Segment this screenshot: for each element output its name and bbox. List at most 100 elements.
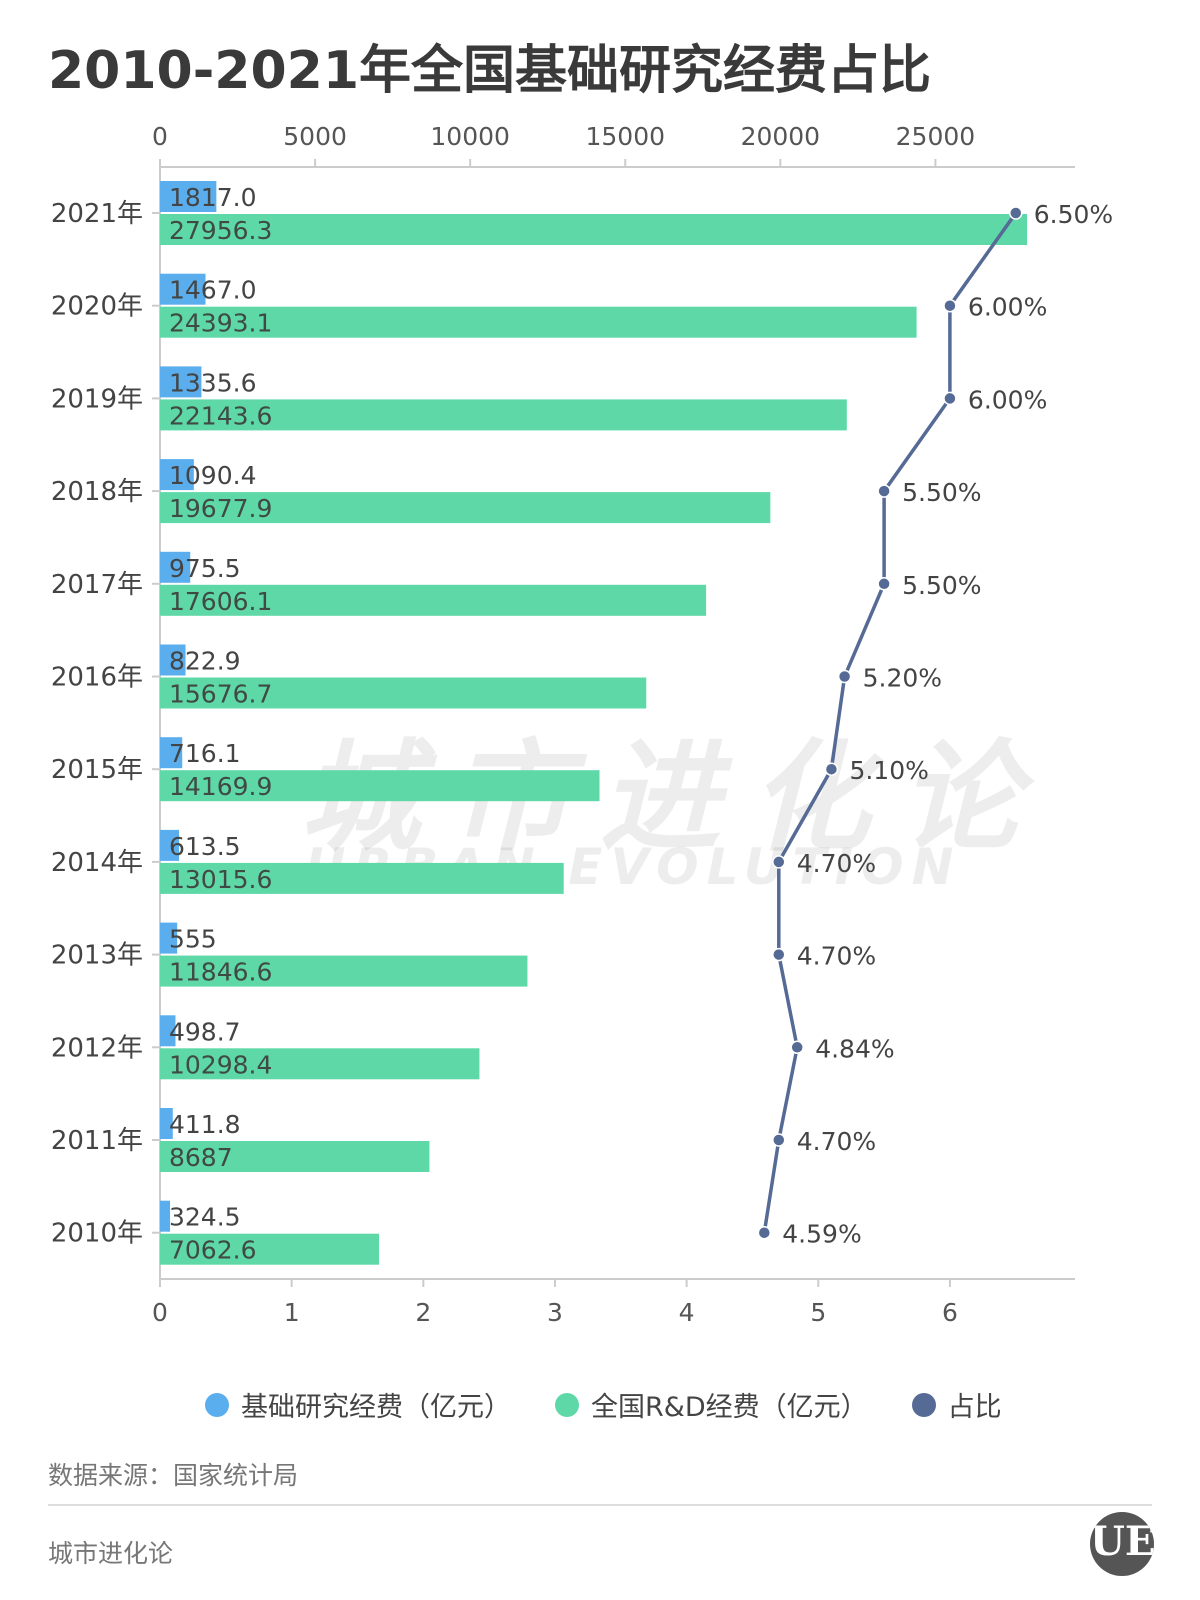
bar-rd-total-0 bbox=[160, 214, 1028, 245]
bar-rd-total-5 bbox=[160, 677, 647, 709]
bar-rd-total-8 bbox=[160, 955, 528, 987]
category-label-6: 2015年 bbox=[51, 755, 143, 785]
bar-rd-total-label-4: 17606.1 bbox=[169, 587, 272, 616]
bar-basic-research-label-4: 975.5 bbox=[169, 554, 241, 583]
ratio-label-11: 4.59% bbox=[782, 1220, 861, 1249]
ratio-label-4: 5.50% bbox=[902, 571, 981, 600]
bar-basic-research-label-3: 1090.4 bbox=[169, 461, 256, 490]
category-label-8: 2013年 bbox=[51, 941, 143, 971]
ratio-label-2: 6.00% bbox=[968, 385, 1047, 414]
ratio-label-7: 4.70% bbox=[797, 849, 876, 878]
bottom-axis-tick-label-6: 6 bbox=[942, 1298, 958, 1327]
data-source-note: 数据来源：国家统计局 bbox=[48, 1461, 299, 1490]
bar-basic-research-3 bbox=[160, 459, 194, 491]
category-label-2: 2019年 bbox=[51, 384, 143, 414]
bar-rd-total-9 bbox=[160, 1048, 480, 1080]
bar-rd-total-1 bbox=[160, 306, 917, 338]
bar-rd-total-6 bbox=[160, 770, 600, 802]
ratio-point-0 bbox=[1009, 206, 1023, 220]
bar-rd-total-label-3: 19677.9 bbox=[169, 494, 272, 523]
bar-basic-research-label-8: 555 bbox=[169, 925, 217, 954]
legend-item-ratio[interactable]: 占比 bbox=[911, 1385, 1002, 1424]
ratio-point-1 bbox=[943, 298, 957, 313]
category-label-9: 2012年 bbox=[51, 1033, 143, 1063]
bar-basic-research-label-0: 1817.0 bbox=[169, 183, 256, 212]
category-label-10: 2011年 bbox=[51, 1126, 143, 1156]
bar-basic-research-7 bbox=[160, 829, 180, 861]
category-label-11: 2010年 bbox=[51, 1219, 143, 1249]
bottom-axis-tick-label-3: 3 bbox=[547, 1298, 563, 1327]
brand-name: 城市进化论 bbox=[48, 1539, 174, 1568]
category-label-0: 2021年 bbox=[51, 199, 143, 229]
bottom-axis-tick-label-0: 0 bbox=[152, 1298, 168, 1327]
bar-basic-research-label-9: 498.7 bbox=[169, 1017, 241, 1046]
legend-item-rd-total[interactable]: 全国R&D经费（亿元） bbox=[555, 1385, 868, 1424]
ratio-label-9: 4.84% bbox=[815, 1034, 894, 1063]
bar-basic-research-1 bbox=[160, 273, 206, 305]
top-axis-tick-label-4: 20000 bbox=[741, 122, 821, 151]
bar-rd-total-label-1: 24393.1 bbox=[169, 309, 272, 338]
bar-basic-research-label-7: 613.5 bbox=[169, 832, 241, 861]
bar-basic-research-label-6: 716.1 bbox=[169, 739, 241, 768]
bar-basic-research-5 bbox=[160, 644, 186, 676]
bar-rd-total-11 bbox=[160, 1233, 380, 1265]
ratio-label-10: 4.70% bbox=[797, 1127, 876, 1156]
legend-swatch-basic-research bbox=[205, 1392, 229, 1417]
ratio-point-6 bbox=[824, 762, 839, 776]
legend-label-ratio: 占比 bbox=[947, 1392, 1002, 1423]
top-axis-tick-label-0: 0 bbox=[152, 122, 168, 151]
ratio-point-2 bbox=[943, 391, 957, 406]
footer-divider bbox=[48, 1504, 1152, 1506]
bottom-axis-tick-label-4: 4 bbox=[679, 1298, 695, 1327]
bar-basic-research-9 bbox=[160, 1015, 176, 1047]
ratio-point-11 bbox=[757, 1225, 772, 1240]
chart-title: 2010-2021年全国基础研究经费占比 bbox=[48, 41, 932, 101]
ratio-point-9 bbox=[790, 1040, 804, 1055]
bottom-axis-tick-label-1: 1 bbox=[284, 1298, 300, 1327]
legend-label-rd-total: 全国R&D经费（亿元） bbox=[591, 1392, 868, 1423]
ratio-label-6: 5.10% bbox=[849, 756, 928, 785]
category-label-5: 2016年 bbox=[51, 663, 143, 693]
bar-rd-total-label-11: 7062.6 bbox=[169, 1236, 256, 1265]
brand-logo-letters: UE bbox=[1090, 1518, 1154, 1565]
bar-rd-total-10 bbox=[160, 1141, 430, 1172]
ratio-label-8: 4.70% bbox=[797, 942, 876, 971]
bar-basic-research-0 bbox=[160, 181, 217, 212]
top-axis-tick-label-1: 5000 bbox=[283, 122, 347, 151]
ratio-point-10 bbox=[772, 1133, 786, 1147]
bar-basic-research-label-11: 324.5 bbox=[169, 1203, 241, 1232]
bottom-axis-tick-label-2: 2 bbox=[415, 1298, 431, 1327]
bar-rd-total-label-9: 10298.4 bbox=[169, 1050, 272, 1079]
bar-basic-research-2 bbox=[160, 366, 202, 398]
bar-rd-total-label-6: 14169.9 bbox=[169, 772, 272, 801]
legend-swatch-ratio bbox=[911, 1392, 936, 1417]
ratio-point-8 bbox=[772, 947, 786, 962]
bar-rd-total-label-7: 13015.6 bbox=[169, 865, 272, 894]
bar-rd-total-label-10: 8687 bbox=[169, 1143, 233, 1172]
ratio-point-4 bbox=[877, 577, 891, 591]
ratio-label-3: 5.50% bbox=[902, 478, 981, 507]
bar-rd-total-3 bbox=[160, 492, 771, 524]
brand-logo: UE bbox=[1090, 1512, 1154, 1576]
ratio-point-7 bbox=[772, 855, 786, 869]
legend-item-basic-research[interactable]: 基础研究经费（亿元） bbox=[205, 1385, 511, 1424]
bar-basic-research-label-5: 822.9 bbox=[169, 647, 241, 676]
bar-basic-research-label-1: 1467.0 bbox=[169, 276, 256, 305]
category-label-7: 2014年 bbox=[51, 848, 143, 878]
bar-basic-research-11 bbox=[160, 1200, 171, 1232]
ratio-point-3 bbox=[877, 484, 891, 498]
bottom-axis-tick-label-5: 5 bbox=[810, 1298, 826, 1327]
bar-basic-research-8 bbox=[160, 922, 178, 954]
bar-basic-research-label-10: 411.8 bbox=[169, 1110, 241, 1139]
chart-legend: 基础研究经费（亿元） 全国R&D经费（亿元） 占比 bbox=[205, 1385, 1046, 1424]
bar-rd-total-2 bbox=[160, 399, 847, 431]
chart-canvas: 0 5000 10000 15000 20000 25000 0 1 2 3 4 5 6 2021年 181… bbox=[51, 122, 1113, 1327]
bar-rd-total-label-5: 15676.7 bbox=[169, 680, 272, 709]
category-label-3: 2018年 bbox=[51, 477, 143, 507]
bar-rd-total-7 bbox=[160, 862, 564, 894]
top-axis-tick-label-5: 25000 bbox=[896, 122, 976, 151]
category-label-4: 2017年 bbox=[51, 570, 143, 600]
ratio-label-0: 6.50% bbox=[1034, 200, 1113, 229]
bar-basic-research-6 bbox=[160, 737, 183, 769]
ratio-point-5 bbox=[837, 669, 852, 684]
